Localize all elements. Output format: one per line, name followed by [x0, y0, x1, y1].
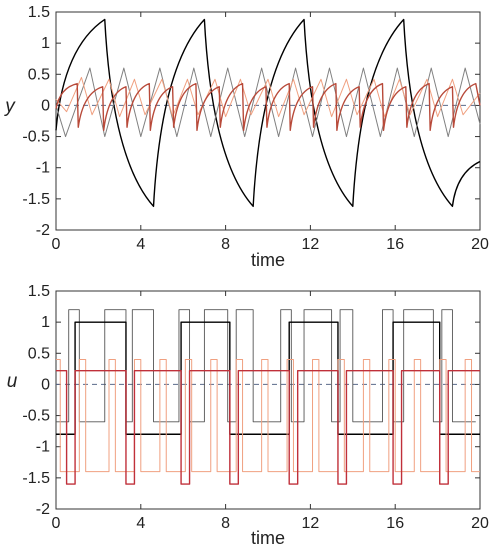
series-line-3: [55, 82, 481, 132]
x-axis-label: time: [251, 528, 285, 548]
y-tick-label: -1: [36, 439, 50, 456]
y-tick-label: 0.5: [28, 66, 50, 83]
y-tick-label: 0: [41, 97, 50, 114]
series-layer: [55, 18, 481, 208]
x-tick-label: 16: [386, 236, 404, 253]
series-line-1: [56, 321, 480, 435]
y-axis-label: u: [7, 371, 18, 392]
ticks: 0 4 8 12 16 20 -2 -1.5 -1 -0.5 0 0.5 1 1.5: [22, 4, 489, 253]
series-line-3: [56, 370, 480, 485]
series-line-1: [55, 67, 481, 138]
y-axis-label: y: [3, 96, 16, 117]
x-tick-label: 4: [136, 515, 145, 532]
series-line-2: [56, 359, 480, 473]
x-tick-label: 0: [52, 236, 61, 253]
y-tick-label: 1: [41, 314, 50, 331]
y-tick-label: -2: [36, 222, 50, 239]
y-tick-label: 1: [41, 35, 50, 52]
y-tick-label: -1.5: [22, 191, 50, 208]
series-line-0: [56, 309, 476, 423]
chart-u: 0 4 8 12 16 20 -2 -1.5 -1 -0.5 0 0.5 1 1.5 time u: [7, 283, 489, 548]
plot-area-frame: [55, 11, 481, 231]
plot-area-frame: [55, 290, 481, 510]
series-line-0: [55, 18, 481, 208]
x-tick-label: 20: [471, 515, 489, 532]
chart-y: 0 4 8 12 16 20 -2 -1.5 -1 -0.5 0 0.5 1 1.5 time y: [3, 4, 489, 270]
y-tick-label: 1.5: [28, 283, 50, 300]
x-tick-label: 12: [302, 236, 320, 253]
x-tick-label: 8: [221, 515, 230, 532]
y-tick-label: -0.5: [22, 129, 50, 146]
x-tick-label: 8: [221, 236, 230, 253]
y-tick-label: -0.5: [22, 408, 50, 425]
y-tick-label: -1: [36, 160, 50, 177]
y-tick-label: -1.5: [22, 470, 50, 487]
x-tick-label: 4: [136, 236, 145, 253]
series-layer: [56, 309, 480, 485]
y-tick-label: 1.5: [28, 4, 50, 21]
x-tick-label: 16: [386, 515, 404, 532]
y-tick-label: 0.5: [28, 345, 50, 362]
x-tick-label: 20: [471, 236, 489, 253]
ticks: 0 4 8 12 16 20 -2 -1.5 -1 -0.5 0 0.5 1 1.5: [22, 283, 489, 532]
y-tick-label: -2: [36, 501, 50, 518]
x-tick-label: 0: [52, 515, 61, 532]
y-tick-label: 0: [41, 376, 50, 393]
x-axis-label: time: [251, 250, 285, 270]
x-tick-label: 12: [302, 515, 320, 532]
